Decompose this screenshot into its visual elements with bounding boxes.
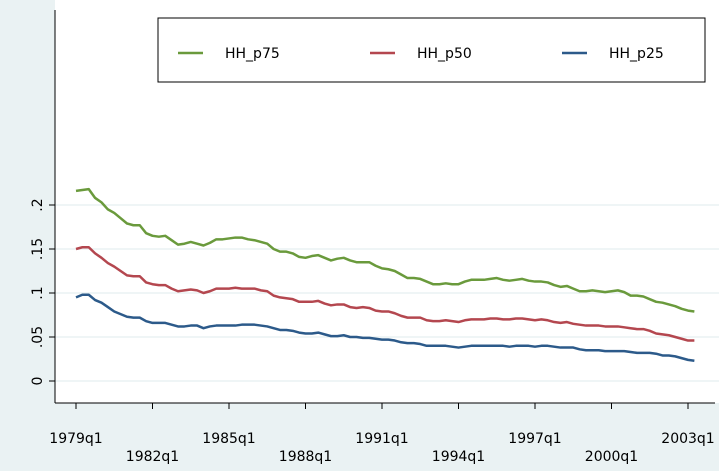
legend-box xyxy=(157,17,706,83)
x-tick-label: 1997q1 xyxy=(508,431,561,447)
x-tick-label: 1985q1 xyxy=(202,431,255,447)
y-tick-label: .2 xyxy=(30,198,46,211)
y-tick-label: .05 xyxy=(30,326,46,348)
y-tick-label: 0 xyxy=(30,377,46,386)
legend-label: HH_p25 xyxy=(609,46,664,62)
data-line xyxy=(75,187,695,313)
x-tick-label: 1979q1 xyxy=(49,431,102,447)
x-tick-label: 1988q1 xyxy=(279,449,332,465)
x-tick-label: 1994q1 xyxy=(432,449,485,465)
x-tick-label: 2003q1 xyxy=(661,431,714,447)
legend-label: HH_p50 xyxy=(417,46,472,62)
x-tick-label: 1982q1 xyxy=(126,449,179,465)
legend-label: HH_p75 xyxy=(225,46,280,62)
x-tick-label: 1991q1 xyxy=(355,431,408,447)
x-tick-label: 2000q1 xyxy=(585,449,638,465)
data-line xyxy=(75,293,695,362)
y-tick-label: .15 xyxy=(30,238,46,260)
y-tick-label: .1 xyxy=(30,286,46,299)
legend: HH_p75 HH_p50 HH_p25 xyxy=(157,17,706,83)
data-line xyxy=(75,245,695,342)
